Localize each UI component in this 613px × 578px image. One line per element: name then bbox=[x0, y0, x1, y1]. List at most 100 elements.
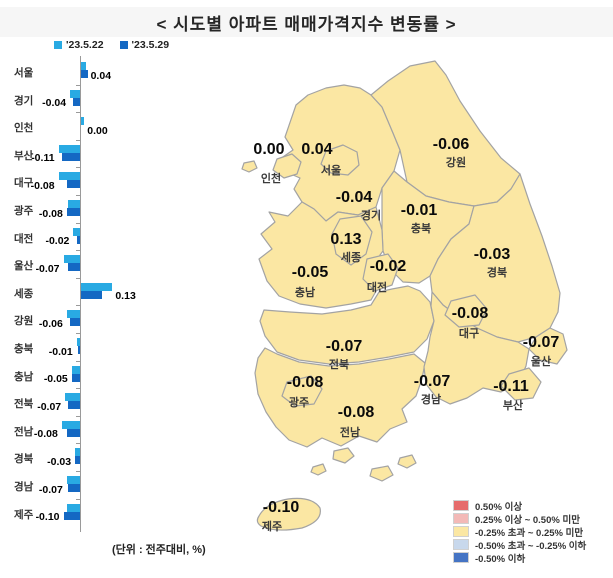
map-name-jeonnam: 전남 bbox=[340, 425, 360, 439]
map-value-gyeonggi: -0.04 bbox=[336, 189, 373, 206]
bar-row-label: 충남 bbox=[14, 370, 34, 383]
map-legend-row: 0.25% 이상 ~ 0.50% 미만 bbox=[453, 512, 586, 526]
axis-tick bbox=[76, 139, 81, 141]
map-legend-label: 0.50% 이상 bbox=[475, 501, 523, 513]
bar-23.5.22 bbox=[66, 503, 80, 512]
bar-23.5.22 bbox=[58, 172, 80, 181]
bar-row-label: 강원 bbox=[14, 315, 34, 328]
province-incheon-island bbox=[241, 160, 258, 173]
bar-23.5.29 bbox=[75, 456, 80, 465]
map-legend-label: 0.25% 이상 ~ 0.50% 미만 bbox=[475, 514, 580, 526]
bar-23.5.29 bbox=[73, 97, 80, 106]
province-daejeon bbox=[362, 253, 399, 292]
bar-23.5.22 bbox=[73, 227, 80, 236]
axis-tick bbox=[76, 333, 81, 334]
map-value-chungbuk: -0.01 bbox=[401, 202, 438, 219]
bar-value-label: -0.06 bbox=[38, 317, 63, 330]
bar-value-label: -0.08 bbox=[33, 428, 58, 441]
province-busan bbox=[500, 367, 542, 401]
axis-tick bbox=[76, 112, 81, 114]
province-daegu bbox=[444, 294, 488, 328]
bar-value-label: -0.10 bbox=[35, 511, 60, 524]
series-label: '23.5.29 bbox=[131, 39, 170, 51]
map-name-gangwon: 강원 bbox=[446, 155, 466, 169]
bar-23.5.22 bbox=[75, 448, 80, 457]
map-value-gangwon: -0.06 bbox=[433, 136, 470, 153]
bar-row-label: 광주 bbox=[14, 205, 34, 217]
bar-23.5.22 bbox=[76, 338, 80, 346]
bar-23.5.29 bbox=[66, 180, 80, 189]
bar-row-label: 충북 bbox=[14, 343, 34, 355]
bar-23.5.29 bbox=[81, 290, 103, 299]
province-jeonnam bbox=[254, 347, 426, 448]
province-gwangju bbox=[281, 375, 323, 407]
bar-23.5.22 bbox=[66, 476, 80, 484]
axis-tick bbox=[76, 443, 81, 445]
bar-23.5.29 bbox=[68, 263, 80, 272]
bar-23.5.22 bbox=[66, 310, 80, 319]
map-name-daegu: 대구 bbox=[459, 326, 479, 340]
axis-tick bbox=[76, 388, 81, 390]
bar-row-label: 대전 bbox=[14, 232, 34, 245]
bar-23.5.22 bbox=[81, 62, 86, 70]
unit-note: (단위 : 전주대비, %) bbox=[112, 544, 206, 556]
bar-23.5.29 bbox=[76, 235, 80, 244]
map-value-busan: -0.11 bbox=[493, 378, 529, 395]
series-swatch-icon bbox=[54, 41, 62, 49]
map-legend-label: -0.50% 초과 ~ -0.25% 이하 bbox=[475, 540, 587, 552]
map-value-gyeongnam: -0.07 bbox=[414, 373, 451, 390]
map-legend-swatch-icon bbox=[453, 500, 469, 511]
province-seoul bbox=[320, 144, 360, 176]
bar-value-label: -0.05 bbox=[43, 373, 68, 386]
bar-23.5.29 bbox=[66, 208, 80, 216]
series-label: '23.5.22 bbox=[66, 39, 104, 51]
map-legend-row: -0.50% 이하 bbox=[453, 551, 586, 565]
axis-tick bbox=[76, 471, 81, 472]
axis-tick bbox=[76, 498, 81, 500]
province-incheon bbox=[272, 153, 302, 179]
axis-tick bbox=[76, 167, 81, 169]
bar-row-label: 전남 bbox=[14, 425, 34, 438]
bar-row-label: 경북 bbox=[14, 453, 34, 466]
province-sejong bbox=[331, 215, 373, 266]
map-name-jeonbuk: 전북 bbox=[329, 357, 349, 371]
map-name-gyeongbuk: 경북 bbox=[487, 265, 507, 279]
axis-tick bbox=[76, 250, 81, 252]
bar-23.5.22 bbox=[61, 420, 80, 429]
series-swatch-icon bbox=[119, 41, 128, 49]
island-south-2 bbox=[369, 465, 394, 482]
map-name-seoul: 서울 bbox=[321, 163, 341, 177]
bar-23.5.22 bbox=[58, 144, 80, 153]
province-jeju bbox=[256, 497, 321, 531]
bar-23.5.29 bbox=[66, 428, 80, 437]
korea-map: 0.00 인천 0.04 서울 -0.04 경기 -0.06 강원 -0.01 충북 0.13 세종 -… bbox=[230, 55, 610, 547]
map-name-sejong: 세종 bbox=[341, 250, 361, 264]
bar-value-label: -0.03 bbox=[47, 455, 72, 468]
bar-23.5.29 bbox=[71, 373, 80, 382]
bar-23.5.22 bbox=[71, 365, 80, 374]
bar-23.5.29 bbox=[63, 511, 80, 520]
bar-23.5.22 bbox=[63, 255, 80, 264]
bar-value-label: -0.08 bbox=[38, 207, 63, 220]
bar-23.5.29 bbox=[70, 318, 80, 327]
series-legend-item: '23.5.22 bbox=[54, 39, 104, 51]
bar-row-label: 인천 bbox=[14, 122, 34, 135]
bar-row-label: 경남 bbox=[14, 481, 34, 493]
bar-row-label: 제주 bbox=[14, 508, 34, 521]
map-value-incheon: 0.00 bbox=[253, 141, 284, 158]
map-name-incheon: 인천 bbox=[261, 171, 281, 185]
map-name-gyeongnam: 경남 bbox=[421, 392, 441, 406]
map-name-busan: 부산 bbox=[503, 398, 523, 412]
map-value-daejeon: -0.02 bbox=[370, 258, 407, 275]
bar-23.5.29 bbox=[81, 70, 88, 78]
bar-row-label: 전북 bbox=[14, 398, 34, 411]
map-legend-label: -0.25% 초과 ~ 0.25% 미만 bbox=[475, 527, 584, 539]
axis-tick bbox=[76, 360, 81, 362]
axis-tick bbox=[76, 222, 81, 224]
bar-23.5.22 bbox=[81, 117, 85, 126]
map-legend-swatch-icon bbox=[453, 513, 469, 524]
bar-row-label: 울산 bbox=[14, 260, 34, 273]
map-value-gwangju: -0.08 bbox=[287, 374, 324, 391]
bar-row-label: 서울 bbox=[14, 67, 34, 79]
